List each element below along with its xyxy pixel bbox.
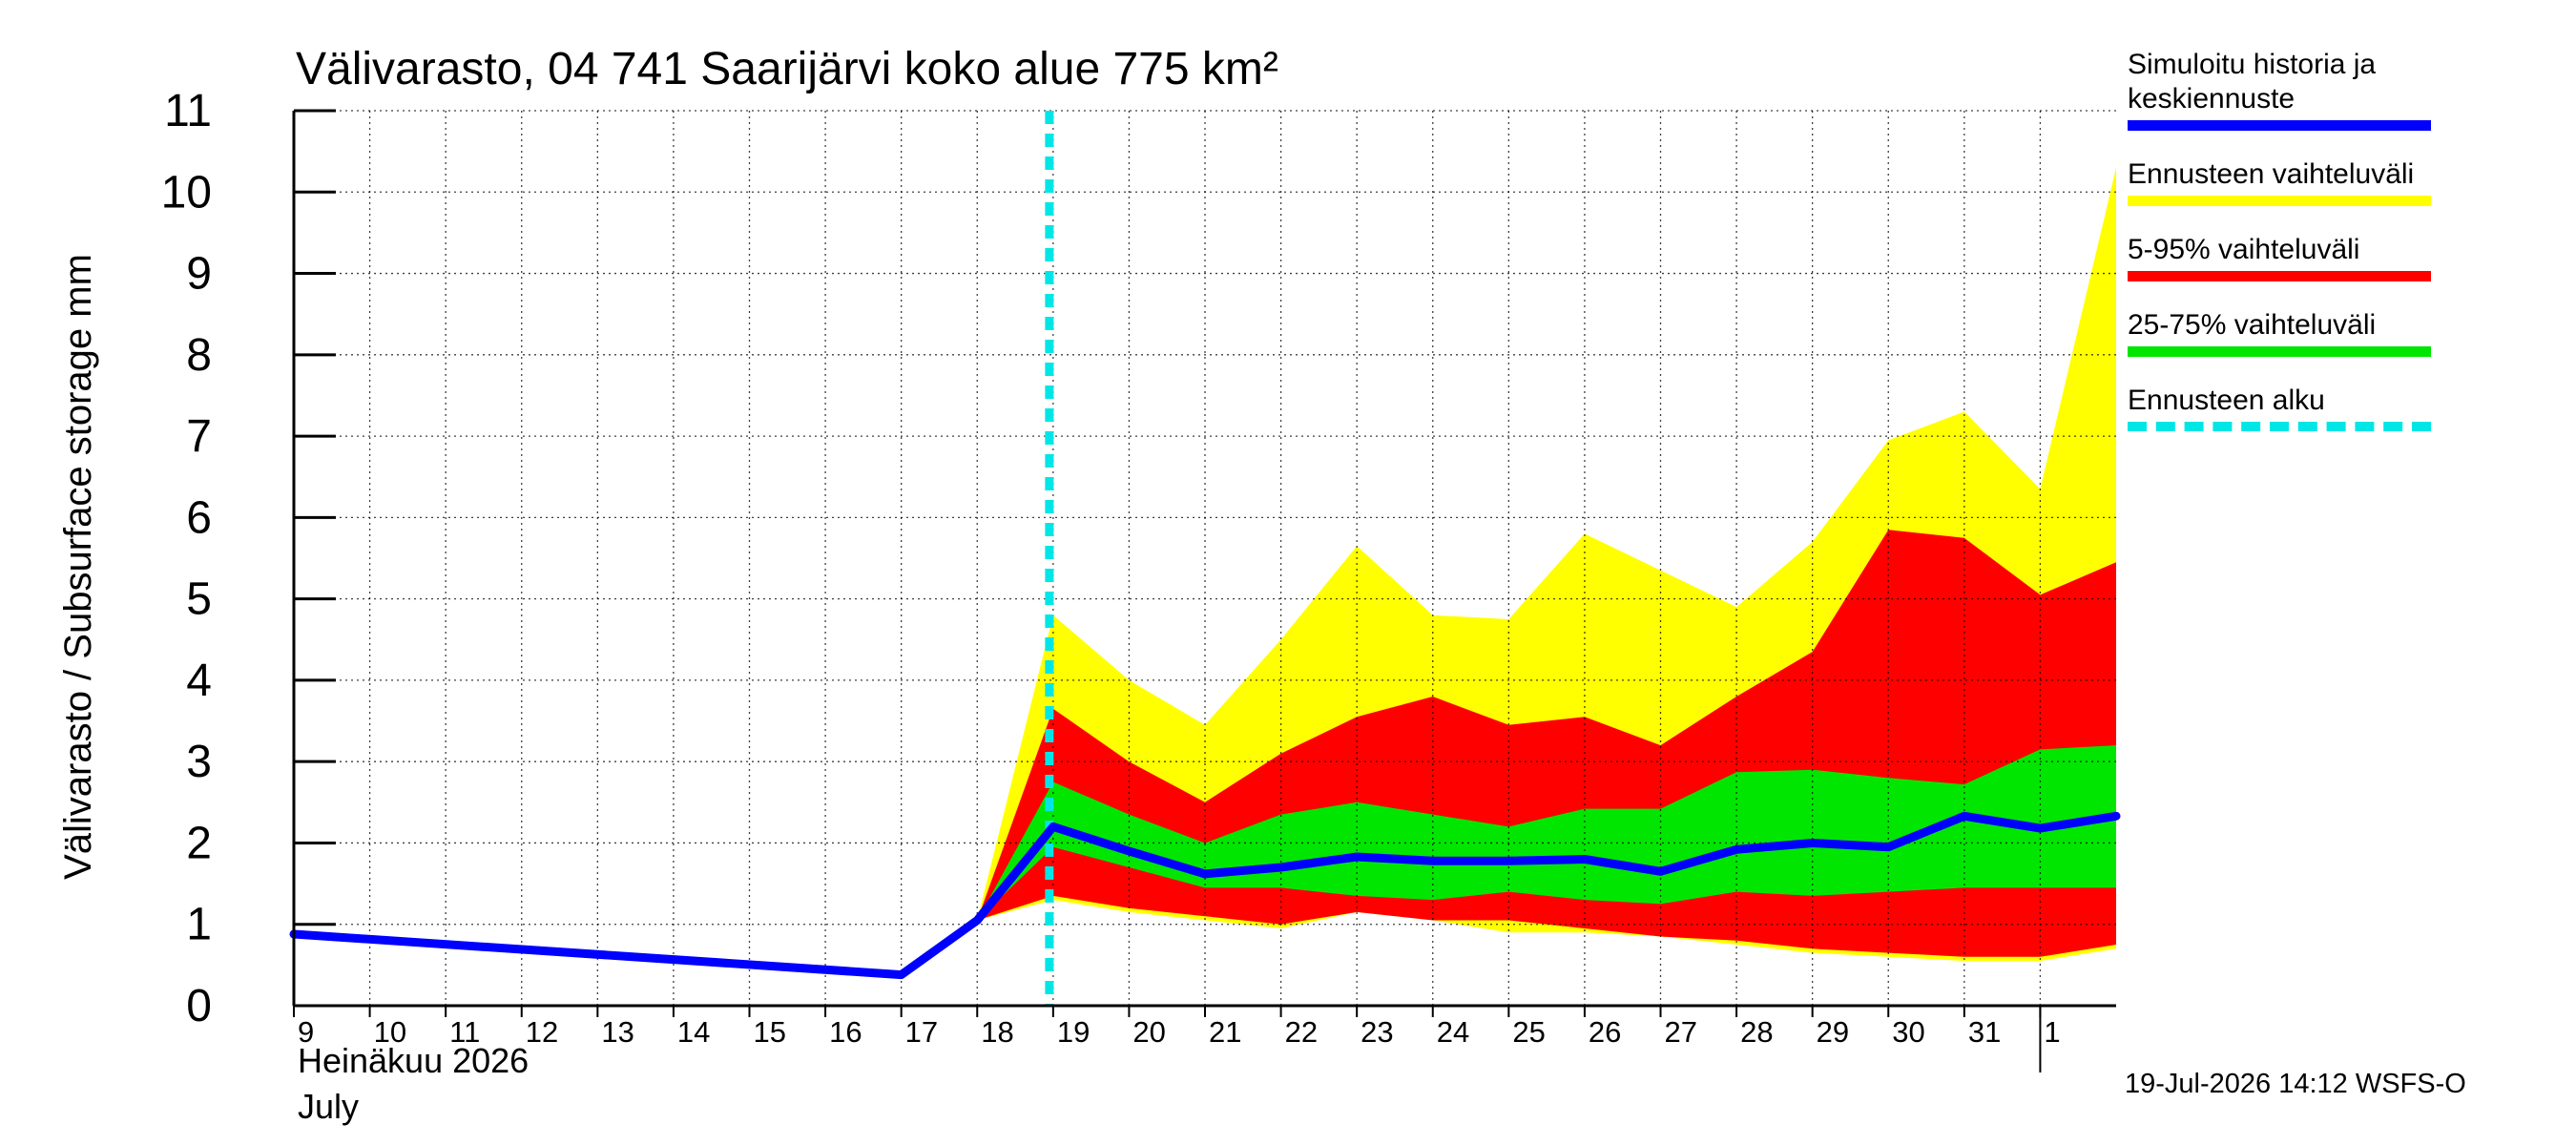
- x-tick-label: 11: [449, 1015, 480, 1049]
- forecast-bands: [977, 167, 2116, 962]
- x-tick-label: 18: [981, 1015, 1013, 1049]
- x-tick-label: 20: [1132, 1015, 1165, 1049]
- y-tick-label: 4: [186, 656, 212, 706]
- y-tick-label: 0: [186, 981, 212, 1031]
- legend-item: Ennusteen alku: [2128, 384, 2442, 431]
- x-tick-label: 28: [1740, 1015, 1773, 1049]
- legend-swatch: [2128, 196, 2431, 206]
- x-tick-label: 30: [1892, 1015, 1924, 1049]
- x-tick-label: 26: [1589, 1015, 1621, 1049]
- legend-swatch: [2128, 271, 2431, 281]
- legend-item: 25-75% vaihteluväli: [2128, 308, 2442, 357]
- timestamp-footer: 19-Jul-2026 14:12 WSFS-O: [2125, 1069, 2466, 1099]
- y-tick-label: 2: [186, 818, 212, 868]
- legend-swatch: [2128, 422, 2431, 431]
- band-2: [977, 745, 2116, 921]
- x-tick-label: 23: [1361, 1015, 1393, 1049]
- x-tick-label: 14: [677, 1015, 710, 1049]
- y-tick-label: 6: [186, 492, 212, 543]
- y-tick-label: 9: [186, 249, 212, 300]
- x-tick-label: 13: [601, 1015, 634, 1049]
- x-tick-label: 15: [754, 1015, 786, 1049]
- y-tick-label: 7: [186, 411, 212, 462]
- legend-label: Ennusteen alku: [2128, 385, 2325, 416]
- data-lines: [289, 111, 2121, 1006]
- x-tick-label: 22: [1285, 1015, 1318, 1049]
- chart-title: Välivarasto, 04 741 Saarijärvi koko alue…: [296, 44, 1278, 94]
- legend-item: 5-95% vaihteluväli: [2128, 233, 2442, 281]
- legend-label: Ennusteen vaihteluväli: [2128, 158, 2415, 190]
- legend: Simuloitu historia ja keskiennuste Ennust…: [2128, 48, 2442, 458]
- x-tick-label: 27: [1665, 1015, 1697, 1049]
- x-tick-label: 24: [1437, 1015, 1469, 1049]
- y-tick-label: 10: [161, 167, 212, 218]
- x-tick-label: 17: [905, 1015, 938, 1049]
- series-line-0: [289, 811, 2121, 980]
- y-tick-label: 3: [186, 737, 212, 787]
- legend-swatch: [2128, 120, 2431, 131]
- y-tick-label: 1: [186, 900, 212, 950]
- x-tick-label: 12: [526, 1015, 558, 1049]
- x-tick-label: 1: [2044, 1015, 2060, 1049]
- x-tick-label: 9: [298, 1015, 314, 1049]
- x-tick-label: 16: [829, 1015, 862, 1049]
- x-tick-label: 29: [1817, 1015, 1849, 1049]
- legend-item: Ennusteen vaihteluväli: [2128, 157, 2442, 206]
- y-tick-label: 5: [186, 574, 212, 625]
- x-tick-label: 19: [1057, 1015, 1090, 1049]
- x-tick-label: 10: [374, 1015, 406, 1049]
- legend-label: Simuloitu historia ja keskiennuste: [2128, 49, 2377, 114]
- x-axis-month-en: July: [298, 1087, 359, 1126]
- y-tick-label: 8: [186, 330, 212, 381]
- legend-item: Simuloitu historia ja keskiennuste: [2128, 48, 2442, 131]
- x-tick-label: 25: [1512, 1015, 1545, 1049]
- x-axis-month-fi: Heinäkuu 2026: [298, 1041, 529, 1080]
- legend-label: 25-75% vaihteluväli: [2128, 309, 2377, 341]
- x-tick-label: 21: [1209, 1015, 1241, 1049]
- grid: [294, 110, 2116, 1006]
- legend-label: 5-95% vaihteluväli: [2128, 234, 2360, 265]
- y-axis-label: Välivarasto / Subsurface storage mm: [57, 254, 99, 880]
- x-tick-label: 31: [1968, 1015, 2001, 1049]
- legend-swatch: [2128, 346, 2431, 357]
- y-tick-label: 11: [164, 86, 212, 136]
